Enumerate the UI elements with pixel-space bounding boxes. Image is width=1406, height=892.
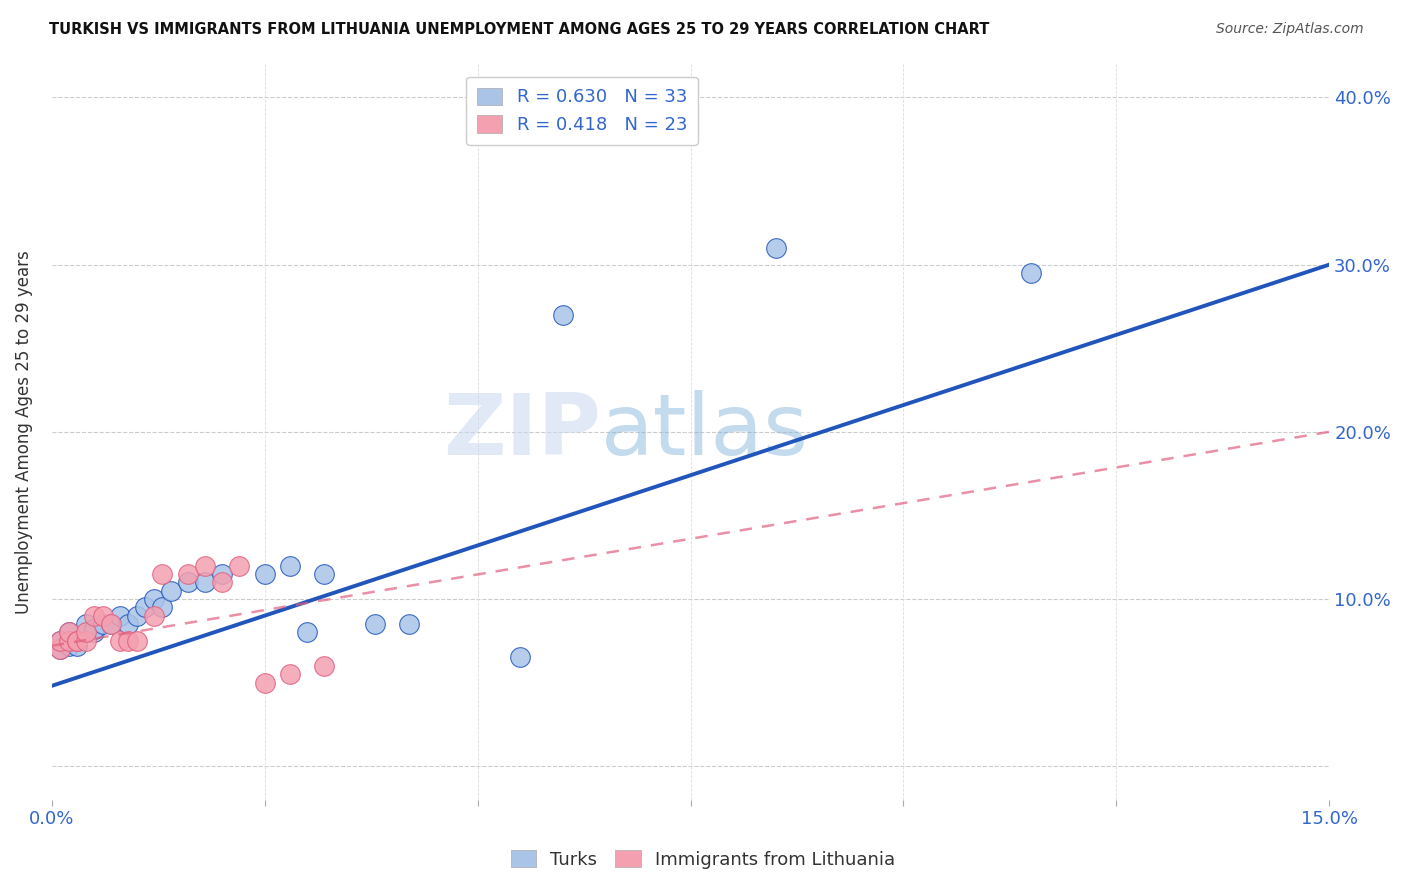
Point: [211, 566, 233, 581]
Point: [66, 639, 89, 653]
Point: [58, 639, 80, 653]
Point: [398, 617, 420, 632]
Point: [75, 633, 97, 648]
Point: [75, 625, 97, 640]
Point: [125, 608, 148, 623]
Text: TURKISH VS IMMIGRANTS FROM LITHUANIA UNEMPLOYMENT AMONG AGES 25 TO 29 YEARS CORR: TURKISH VS IMMIGRANTS FROM LITHUANIA UNE…: [49, 22, 990, 37]
Y-axis label: Unemployment Among Ages 25 to 29 years: Unemployment Among Ages 25 to 29 years: [15, 250, 32, 614]
Point: [228, 558, 250, 573]
Point: [49, 633, 72, 648]
Text: atlas: atlas: [602, 391, 808, 474]
Point: [49, 633, 72, 648]
Legend: Turks, Immigrants from Lithuania: Turks, Immigrants from Lithuania: [503, 843, 903, 876]
Point: [551, 308, 574, 322]
Point: [66, 633, 89, 648]
Point: [117, 633, 139, 648]
Point: [152, 566, 174, 581]
Point: [83, 608, 105, 623]
Point: [108, 633, 131, 648]
Point: [1019, 266, 1042, 280]
Point: [117, 617, 139, 632]
Point: [364, 617, 387, 632]
Point: [91, 617, 114, 632]
Legend: R = 0.630   N = 33, R = 0.418   N = 23: R = 0.630 N = 33, R = 0.418 N = 23: [465, 77, 697, 145]
Text: ZIP: ZIP: [443, 391, 602, 474]
Point: [49, 642, 72, 657]
Point: [194, 558, 217, 573]
Point: [211, 575, 233, 590]
Point: [152, 600, 174, 615]
Point: [134, 600, 156, 615]
Point: [278, 558, 301, 573]
Point: [58, 625, 80, 640]
Point: [66, 633, 89, 648]
Point: [83, 622, 105, 636]
Point: [100, 617, 122, 632]
Point: [177, 575, 200, 590]
Point: [253, 566, 276, 581]
Point: [58, 633, 80, 648]
Point: [509, 650, 531, 665]
Point: [142, 608, 165, 623]
Point: [765, 241, 787, 255]
Point: [125, 633, 148, 648]
Point: [75, 625, 97, 640]
Point: [83, 625, 105, 640]
Point: [100, 617, 122, 632]
Point: [278, 667, 301, 681]
Point: [194, 575, 217, 590]
Point: [108, 608, 131, 623]
Point: [49, 642, 72, 657]
Point: [66, 633, 89, 648]
Point: [160, 583, 183, 598]
Point: [177, 566, 200, 581]
Text: Source: ZipAtlas.com: Source: ZipAtlas.com: [1216, 22, 1364, 37]
Point: [297, 625, 319, 640]
Point: [142, 591, 165, 606]
Point: [314, 658, 336, 673]
Point: [253, 675, 276, 690]
Point: [314, 566, 336, 581]
Point: [91, 608, 114, 623]
Point: [58, 633, 80, 648]
Point: [75, 617, 97, 632]
Point: [58, 625, 80, 640]
